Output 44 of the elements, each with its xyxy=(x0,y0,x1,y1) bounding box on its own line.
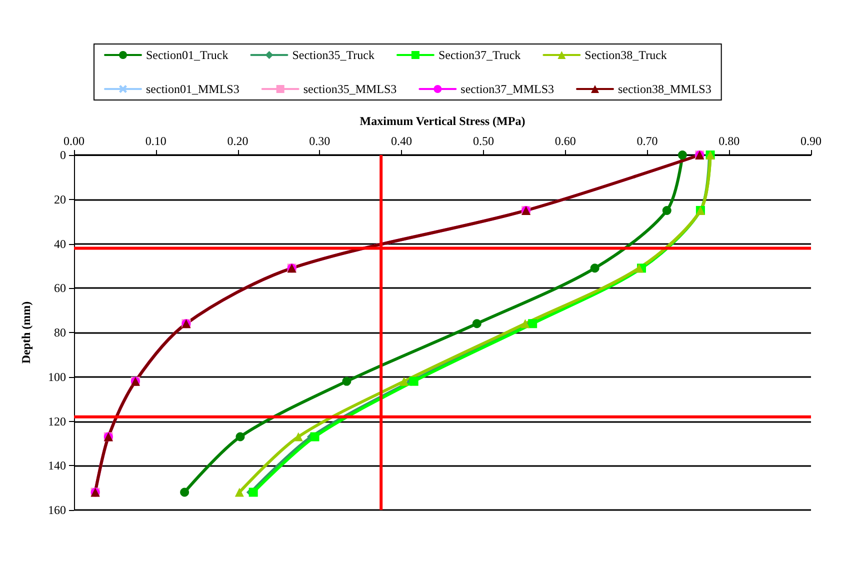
x-tick-label: 0.30 xyxy=(309,134,330,148)
point xyxy=(590,264,600,273)
y-tick-label: 0 xyxy=(60,148,66,162)
x-tick-label: 0.20 xyxy=(227,134,248,148)
y-tick-label: 60 xyxy=(54,281,66,296)
point xyxy=(310,432,320,442)
x-tick-label: 0.90 xyxy=(800,134,822,148)
point xyxy=(234,488,244,497)
y-tick-label: 40 xyxy=(54,236,66,251)
point xyxy=(248,488,258,497)
legend-label: section37_MMLS3 xyxy=(460,82,554,96)
point xyxy=(400,376,409,386)
point xyxy=(634,264,644,273)
x-axis-title: Maximum Vertical Stress (MPa) xyxy=(360,114,526,128)
x-tick-label: 0.70 xyxy=(636,134,658,148)
point xyxy=(236,432,245,442)
x-tick-label: 0.10 xyxy=(145,134,166,148)
point xyxy=(180,488,190,497)
point xyxy=(662,206,672,215)
point xyxy=(520,319,530,328)
y-tick-label: 80 xyxy=(54,326,66,340)
legend-label: Section35_Truck xyxy=(292,48,374,62)
y-tick-label: 100 xyxy=(48,370,66,384)
x-tick-label: 0.00 xyxy=(64,134,84,148)
legend-label: Section01_Truck xyxy=(146,48,228,62)
point xyxy=(294,432,303,442)
point xyxy=(472,319,482,328)
y-tick-label: 120 xyxy=(48,414,66,428)
x-tick-label: 0.60 xyxy=(554,134,576,148)
y-tick-label: 20 xyxy=(54,192,66,206)
point xyxy=(342,376,352,386)
legend-label: section38_MMLS3 xyxy=(618,82,712,96)
x-tick-label: 0.80 xyxy=(718,134,740,148)
x-tick-label: 0.50 xyxy=(472,134,494,148)
x-tick-label: 0.40 xyxy=(391,134,412,148)
legend-label: Section38_Truck xyxy=(584,48,667,62)
y-tick-label: 160 xyxy=(48,503,66,517)
legend-label: Section37_Truck xyxy=(438,48,521,62)
y-tick-label: 140 xyxy=(48,458,66,473)
point xyxy=(678,150,687,160)
legend-label: section35_MMLS3 xyxy=(303,82,397,96)
point xyxy=(409,376,418,386)
y-axis-title: Depth (mm) xyxy=(19,301,33,364)
legend-label: section01_MMLS3 xyxy=(146,82,240,96)
